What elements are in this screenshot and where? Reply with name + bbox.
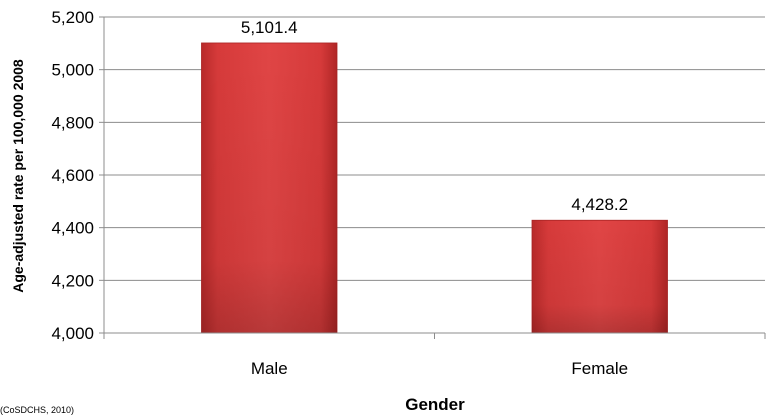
x-tick-label-male: Male	[251, 359, 288, 378]
bar-shade-male	[201, 42, 338, 334]
y-tick-label: 4,200	[51, 271, 94, 290]
bar-shade-female	[531, 220, 668, 333]
data-label-female: 4,428.2	[571, 195, 628, 214]
y-axis-label: Age-adjusted rate per 100,000 2008	[10, 59, 26, 293]
source-note: (CoSDCHS, 2010)	[0, 405, 74, 415]
y-tick-labels: 4,000 4,200 4,400 4,600 4,800 5,000 5,200	[51, 8, 94, 343]
y-tick-label: 4,800	[51, 113, 94, 132]
y-tick-label: 5,200	[51, 8, 94, 27]
y-tick-label: 4,000	[51, 324, 94, 343]
bars	[201, 42, 668, 334]
data-labels: 5,101.4 4,428.2	[241, 18, 628, 214]
y-tick-label: 5,000	[51, 61, 94, 80]
data-label-male: 5,101.4	[241, 18, 298, 37]
x-tick-labels: Male Female	[103, 333, 766, 378]
y-tick-label: 4,600	[51, 166, 94, 185]
y-tick-label: 4,400	[51, 219, 94, 238]
x-axis-label: Gender	[405, 395, 465, 414]
x-tick-label-female: Female	[571, 359, 628, 378]
